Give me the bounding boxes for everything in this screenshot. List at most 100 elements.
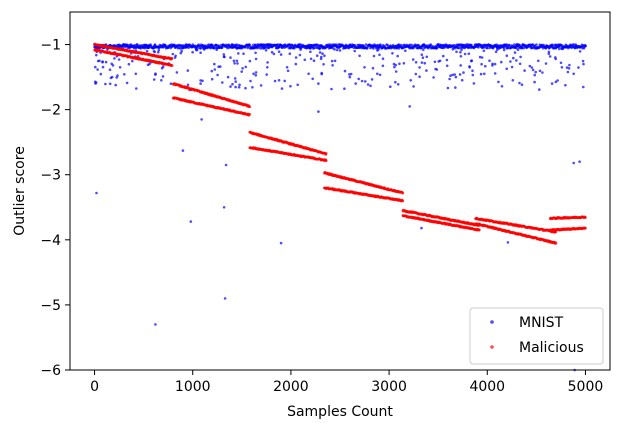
mnist-point: [506, 241, 510, 244]
mnist-point: [544, 62, 548, 65]
mnist-point: [435, 68, 439, 71]
mnist-point: [244, 65, 248, 69]
mnist-point: [222, 206, 226, 209]
mnist-point: [224, 163, 228, 167]
malicious-point: [325, 152, 328, 155]
mnist-point: [435, 47, 438, 50]
mnist-point: [185, 43, 188, 46]
mnist-point: [289, 45, 293, 49]
mnist-point: [253, 46, 256, 50]
mnist-point: [135, 87, 138, 90]
mnist-point: [480, 43, 484, 47]
mnist-point: [213, 62, 216, 66]
legend-malicious-marker: [490, 345, 494, 349]
y-axis-label: Outlier score: [12, 146, 28, 236]
mnist-point: [191, 43, 194, 46]
mnist-point: [252, 72, 255, 76]
mnist-point: [186, 83, 190, 87]
mnist-point: [125, 43, 129, 46]
mnist-point: [381, 64, 385, 68]
mnist-point: [307, 45, 310, 48]
mnist-point: [459, 64, 463, 67]
mnist-point: [369, 84, 372, 88]
y-tick-label: −4: [40, 233, 61, 249]
mnist-point: [500, 85, 504, 88]
mnist-point: [321, 46, 325, 50]
x-tick-label: 0: [90, 379, 99, 395]
mnist-point: [569, 45, 572, 49]
mnist-point: [317, 110, 320, 113]
mnist-point: [322, 63, 325, 66]
mnist-point: [530, 66, 534, 69]
mnist-point: [554, 80, 558, 84]
mnist-point: [509, 60, 512, 63]
mnist-point: [101, 60, 104, 64]
mnist-point: [392, 62, 396, 66]
mnist-point: [512, 56, 515, 60]
mnist-point: [456, 46, 460, 50]
mnist-point: [315, 54, 319, 57]
mnist-point: [343, 69, 347, 73]
mnist-point: [364, 80, 367, 83]
y-tick-label: −6: [40, 363, 61, 379]
mnist-point: [560, 66, 564, 69]
mnist-point: [114, 83, 117, 87]
mnist-point: [233, 77, 237, 80]
mnist-point: [181, 46, 185, 50]
mnist-point: [154, 72, 157, 75]
mnist-point: [199, 47, 202, 50]
mnist-point: [241, 67, 244, 70]
mnist-point: [396, 83, 400, 86]
mnist-point: [254, 51, 257, 55]
mnist-point: [284, 45, 288, 49]
mnist-point: [219, 44, 222, 47]
mnist-point: [98, 59, 101, 63]
mnist-point: [222, 53, 226, 56]
mnist-point: [550, 44, 553, 48]
mnist-point: [266, 61, 269, 64]
mnist-point: [502, 48, 506, 52]
mnist-point: [572, 161, 575, 165]
mnist-point: [199, 82, 202, 85]
mnist-point: [422, 43, 425, 47]
mnist-point: [307, 72, 310, 76]
mnist-point: [358, 54, 361, 58]
mnist-point: [470, 59, 473, 63]
mnist-point: [482, 49, 486, 53]
mnist-point: [547, 50, 551, 54]
mnist-point: [226, 75, 230, 79]
mnist-point: [333, 48, 336, 51]
mnist-point: [410, 43, 414, 47]
mnist-point: [279, 43, 283, 47]
mnist-point: [273, 79, 277, 83]
mnist-point: [180, 49, 183, 53]
mnist-point: [446, 44, 450, 48]
mnist-point: [460, 48, 463, 51]
mnist-point: [518, 81, 521, 85]
mnist-point: [161, 65, 165, 68]
mnist-point: [207, 43, 210, 46]
mnist-point: [480, 62, 483, 66]
mnist-point: [483, 72, 486, 76]
mnist-point: [513, 43, 516, 46]
x-tick-label: 3000: [371, 379, 407, 395]
mnist-point: [427, 45, 430, 49]
mnist-point: [254, 71, 258, 74]
x-tick-label: 5000: [568, 379, 604, 395]
mnist-point: [169, 82, 173, 85]
mnist-point: [497, 80, 500, 84]
mnist-point: [156, 51, 160, 54]
mnist-point: [508, 43, 511, 47]
mnist-point: [353, 49, 357, 53]
mnist-point: [442, 54, 445, 58]
mnist-point: [486, 46, 489, 50]
mnist-point: [582, 62, 585, 66]
mnist-point: [378, 44, 381, 48]
mnist-point: [372, 54, 376, 58]
mnist-point: [321, 52, 324, 55]
mnist-point: [466, 43, 469, 46]
mnist-point: [335, 48, 339, 52]
mnist-point: [533, 73, 536, 77]
mnist-point: [567, 67, 571, 70]
mnist-point: [320, 55, 323, 59]
